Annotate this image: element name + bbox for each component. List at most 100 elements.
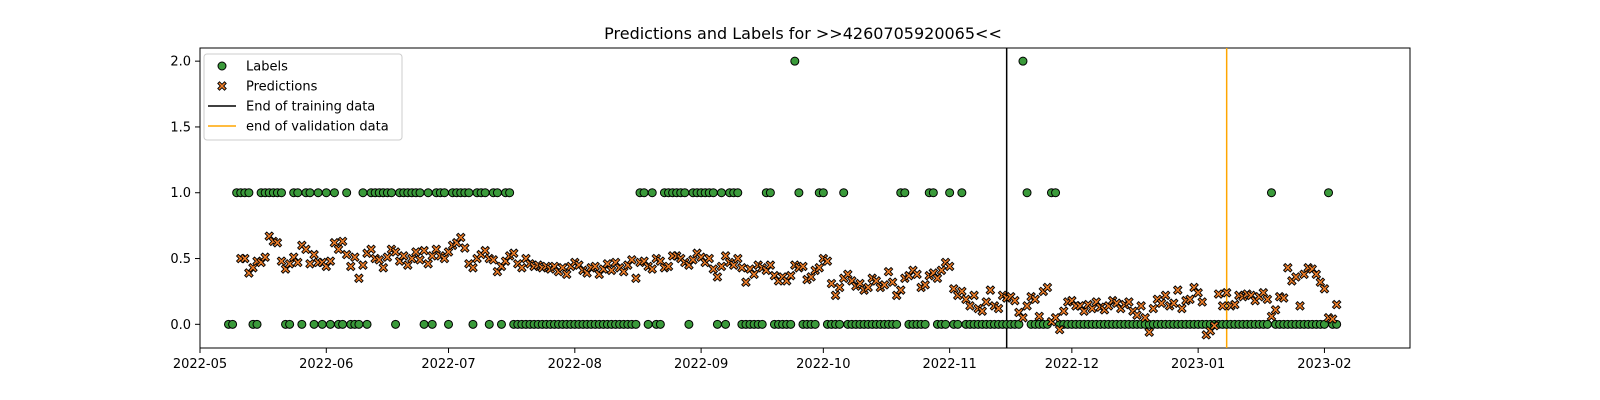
prediction-point: [239, 253, 250, 264]
prediction-point: [382, 252, 393, 263]
prediction-point: [993, 303, 1004, 314]
x-tick-label: 2023-02: [1297, 357, 1351, 372]
label-point: [228, 319, 238, 329]
prediction-point: [276, 256, 287, 266]
label-point: [317, 319, 327, 329]
prediction-point: [716, 261, 727, 272]
prediction-point: [390, 247, 401, 257]
prediction-point: [488, 255, 499, 265]
label-point: [839, 188, 849, 198]
label-point: [1319, 319, 1329, 329]
prediction-point: [354, 273, 364, 284]
label-point: [639, 188, 649, 198]
label-point: [480, 188, 490, 198]
label-point: [786, 319, 796, 329]
label-point: [1051, 188, 1061, 198]
legend: Labels Predictions End of training data end…: [203, 53, 403, 141]
y-tick-label: 2.0: [170, 55, 191, 70]
prediction-point: [1054, 324, 1065, 335]
label-point: [321, 188, 331, 198]
label-point: [468, 319, 478, 329]
label-point: [733, 188, 743, 198]
label-point: [708, 188, 718, 198]
prediction-point: [863, 282, 873, 293]
prediction-point: [1030, 294, 1041, 305]
prediction-point: [411, 247, 421, 257]
label-point: [1266, 188, 1276, 198]
label-point: [358, 188, 368, 198]
prediction-point: [720, 251, 731, 261]
prediction-point: [627, 255, 637, 265]
label-point: [415, 188, 425, 198]
chart-title: Predictions and Labels for >>42607059200…: [604, 24, 1002, 43]
prediction-point: [345, 261, 356, 272]
prediction-point: [965, 301, 975, 311]
prediction-point: [631, 273, 641, 284]
prediction-point: [814, 262, 825, 273]
y-tick-label: 0.0: [170, 318, 191, 333]
label-point: [1022, 188, 1032, 198]
prediction-point: [1022, 301, 1032, 311]
prediction-point: [1124, 297, 1134, 307]
prediction-point: [284, 258, 295, 269]
prediction-point: [741, 277, 751, 288]
prediction-point: [1087, 303, 1098, 314]
prediction-point: [443, 247, 454, 257]
label-point: [444, 319, 454, 329]
prediction-point: [455, 232, 466, 243]
label-point: [765, 188, 775, 198]
x-tick-label: 2022-05: [173, 357, 227, 372]
legend-predictions-marker: [217, 81, 227, 91]
prediction-point: [1009, 295, 1020, 306]
prediction-point: [948, 283, 959, 294]
prediction-point: [1331, 299, 1342, 310]
prediction-point: [561, 269, 572, 280]
label-point: [439, 188, 449, 198]
prediction-point: [1319, 283, 1330, 294]
prediction-point: [325, 256, 336, 266]
prediction-point: [1282, 262, 1293, 273]
label-point: [655, 319, 665, 329]
prediction-point: [822, 256, 833, 266]
x-tick-label: 2022-06: [299, 357, 353, 372]
y-tick-label: 1.0: [170, 186, 191, 201]
prediction-point: [737, 262, 747, 273]
label-point: [953, 319, 963, 329]
label-point: [329, 188, 339, 198]
label-point: [313, 188, 323, 198]
label-point: [492, 188, 502, 198]
prediction-point: [1315, 277, 1326, 288]
prediction-point: [292, 257, 303, 268]
prediction-point: [1266, 311, 1277, 322]
prediction-point: [358, 260, 368, 270]
y-tick-label: 1.5: [170, 120, 191, 135]
label-point: [362, 319, 372, 329]
prediction-point: [557, 262, 568, 273]
label-point: [297, 319, 307, 329]
label-point: [276, 188, 286, 198]
label-point: [945, 188, 955, 198]
label-point: [309, 319, 319, 329]
prediction-point: [1132, 310, 1142, 320]
prediction-point: [459, 243, 470, 253]
prediction-point: [374, 255, 385, 265]
prediction-point: [517, 262, 527, 273]
legend-labels-marker: [217, 61, 227, 71]
prediction-point: [732, 253, 743, 264]
prediction-point: [1185, 294, 1195, 305]
label-point: [835, 319, 845, 329]
prediction-point: [871, 276, 882, 286]
label-point: [305, 188, 315, 198]
prediction-point: [1058, 306, 1069, 316]
prediction-point: [728, 260, 739, 270]
label-point: [790, 56, 800, 66]
prediction-point: [1193, 287, 1203, 298]
prediction-point: [826, 278, 837, 289]
label-point: [928, 188, 938, 198]
prediction-point: [1160, 290, 1171, 301]
prediction-point: [920, 280, 931, 290]
label-point: [716, 188, 726, 198]
prediction-point: [1042, 282, 1053, 293]
y-tick-label: 0.5: [170, 252, 191, 267]
prediction-point: [855, 278, 865, 289]
